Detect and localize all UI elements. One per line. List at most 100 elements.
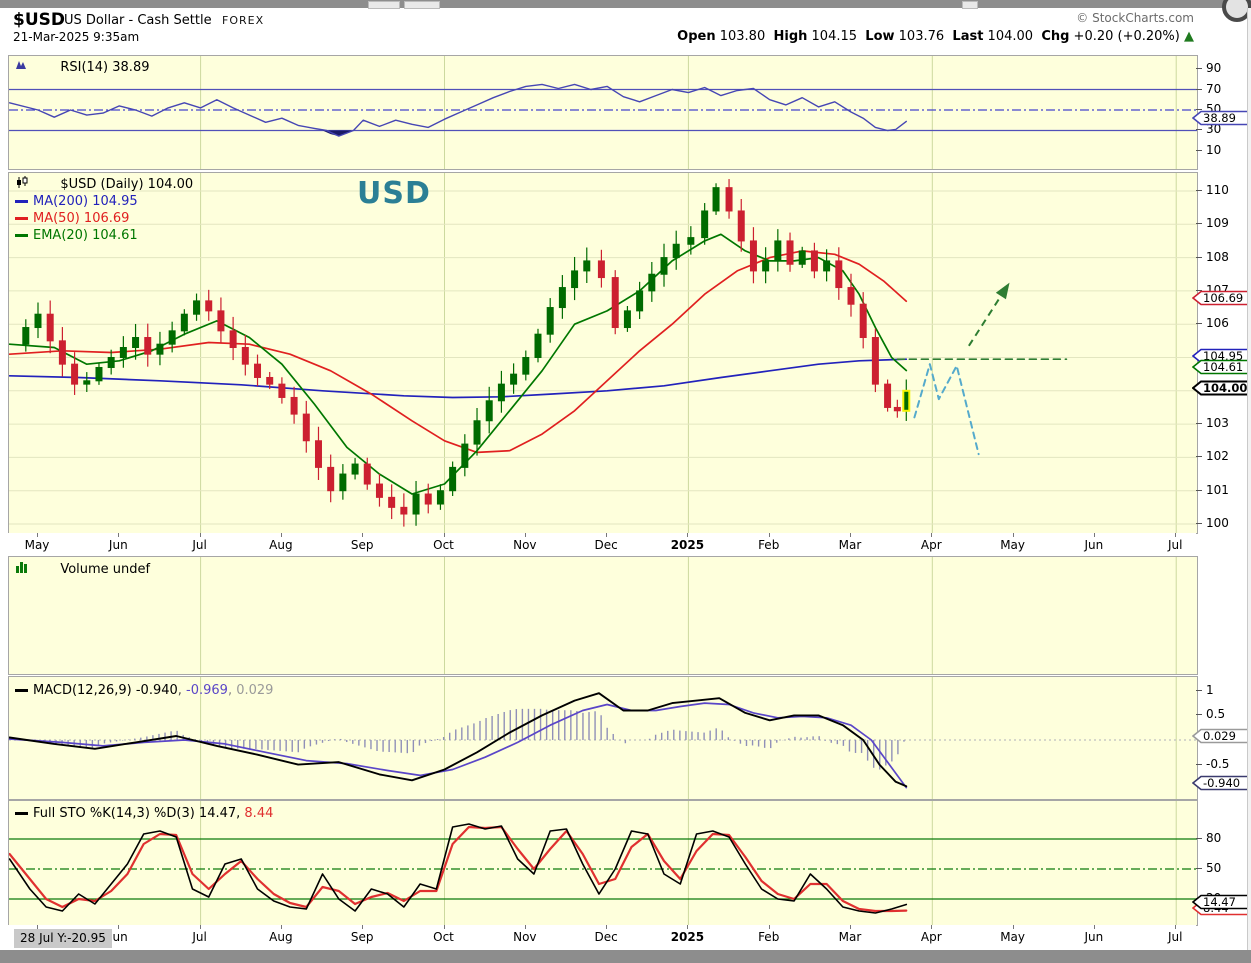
ema20-label: EMA(20) 104.61 bbox=[33, 228, 138, 243]
y-axis-label: 90 bbox=[1206, 61, 1222, 75]
x-axis-tick bbox=[606, 533, 608, 537]
price-tag: 38.89 bbox=[1191, 110, 1250, 130]
rsi-plot bbox=[9, 56, 1197, 169]
y-axis-tick bbox=[1196, 189, 1202, 191]
price-tag: 104.00 bbox=[1191, 380, 1250, 400]
symbol: $USD bbox=[13, 10, 65, 30]
y-axis-tick bbox=[1196, 456, 1202, 458]
y-axis-label: 100 bbox=[1206, 516, 1229, 530]
x-axis-label: Apr bbox=[920, 930, 942, 944]
price-tag: -0.940 bbox=[1191, 775, 1250, 795]
x-axis-tick bbox=[931, 925, 933, 929]
x-axis-tick bbox=[687, 925, 689, 929]
x-axis-label: Jun bbox=[108, 930, 128, 944]
x-axis-label: Aug bbox=[269, 930, 293, 944]
symbol-name: US Dollar - Cash Settle bbox=[64, 13, 212, 28]
y-axis-label: 110 bbox=[1206, 182, 1229, 197]
price-tag: 106.69 bbox=[1191, 290, 1250, 310]
svg-text:104.61: 104.61 bbox=[1203, 360, 1243, 374]
y-axis-label: 10 bbox=[1206, 142, 1222, 157]
x-axis-tick bbox=[199, 533, 201, 537]
x-axis-label: Feb bbox=[758, 930, 780, 944]
svg-text:104.95: 104.95 bbox=[1203, 349, 1243, 363]
window-scrollbar-edge[interactable] bbox=[1247, 8, 1251, 950]
svg-text:-0.940: -0.940 bbox=[1203, 776, 1240, 790]
quote-part: 103.76 bbox=[894, 29, 953, 44]
y-axis-tick bbox=[1196, 129, 1202, 131]
x-axis-label: Jul bbox=[1167, 538, 1183, 552]
x-axis-label: Mar bbox=[838, 930, 862, 944]
x-axis-label: Oct bbox=[433, 538, 454, 552]
legend-part: , bbox=[177, 683, 187, 698]
y-axis-tick bbox=[1196, 88, 1202, 90]
x-axis-tick bbox=[768, 925, 770, 929]
copyright: © StockCharts.com bbox=[1076, 11, 1194, 25]
price-tag: 0.029 bbox=[1191, 728, 1250, 748]
x-axis-label: May bbox=[1000, 930, 1025, 944]
x-axis-tick bbox=[1012, 925, 1014, 929]
x-axis-label: Jul bbox=[192, 930, 207, 944]
x-axis-label: May bbox=[1000, 538, 1025, 552]
y-axis-tick bbox=[1196, 489, 1202, 491]
x-axis-label: Dec bbox=[594, 538, 618, 552]
x-axis-label: Mar bbox=[838, 538, 862, 552]
quote-part: Last bbox=[952, 29, 984, 44]
quote-part: 104.15 bbox=[807, 29, 866, 44]
quote-part: Chg bbox=[1041, 29, 1070, 44]
x-axis-label: Oct bbox=[433, 930, 454, 944]
sto-legend: Full STO %K(14,3) %D(3) 14.47, 8.44 bbox=[33, 806, 273, 821]
legend-part: 8.44 bbox=[240, 806, 274, 821]
x-axis-tick bbox=[1175, 533, 1177, 537]
x-axis-tick bbox=[37, 533, 38, 537]
volume-legend: Volume undef bbox=[60, 562, 151, 577]
window-top-bar bbox=[0, 0, 1251, 9]
x-axis-tick bbox=[280, 533, 282, 537]
x-axis-label: Jul bbox=[1167, 930, 1183, 944]
y-axis-label: -0.5 bbox=[1206, 756, 1230, 771]
x-axis-label: Jun bbox=[108, 538, 128, 552]
svg-text:106.69: 106.69 bbox=[1203, 291, 1243, 305]
y-axis-tick bbox=[1196, 323, 1202, 325]
quote-part: High bbox=[773, 29, 808, 44]
y-axis-tick bbox=[1196, 289, 1202, 291]
x-axis-label: Jun bbox=[1084, 930, 1104, 944]
svg-text:0.029: 0.029 bbox=[1203, 729, 1236, 743]
quote-part: ▲ bbox=[1184, 29, 1194, 44]
quote-part: +0.20 (+0.20%) bbox=[1069, 29, 1184, 44]
x-axis-tick bbox=[362, 925, 364, 929]
x-axis-tick bbox=[443, 925, 445, 929]
x-axis-label: Sep bbox=[350, 538, 374, 552]
rsi-legend: RSI(14) 38.89 bbox=[60, 60, 150, 75]
quote-part: Open bbox=[677, 29, 716, 44]
x-axis-tick bbox=[768, 533, 770, 537]
price-tag: 14.47 bbox=[1191, 894, 1250, 914]
x-axis-label: May bbox=[24, 538, 50, 552]
x-axis-tick bbox=[362, 533, 364, 537]
price-tag: 104.61 bbox=[1191, 359, 1250, 379]
volume-panel: Volume undef bbox=[8, 556, 1198, 675]
y-axis-label: 0.5 bbox=[1206, 707, 1226, 722]
legend-part: 0.029 bbox=[236, 683, 274, 698]
y-axis-tick bbox=[1196, 714, 1202, 716]
x-axis-tick bbox=[1012, 533, 1014, 537]
x-axis-tick bbox=[606, 925, 608, 929]
x-axis-tick bbox=[1093, 533, 1095, 537]
x-axis-label: Aug bbox=[269, 538, 293, 552]
ma200-label: MA(200) 104.95 bbox=[33, 194, 138, 209]
y-axis-tick bbox=[1196, 423, 1202, 425]
x-axis-label: Nov bbox=[513, 930, 537, 944]
price-title: $USD (Daily) 104.00 bbox=[60, 177, 194, 192]
price-plot bbox=[9, 173, 1197, 533]
y-axis-label: 30 bbox=[1206, 122, 1222, 137]
window-bottom-bar bbox=[0, 950, 1251, 963]
x-axis-tick bbox=[37, 925, 38, 929]
y-axis-label: 1 bbox=[1206, 682, 1214, 697]
window-tab-notch bbox=[404, 1, 440, 9]
legend-part: , bbox=[227, 683, 237, 698]
y-axis-label: 106 bbox=[1206, 316, 1229, 331]
x-axis-tick bbox=[199, 925, 201, 929]
quote-part: 104.00 bbox=[983, 29, 1042, 44]
macd-plot bbox=[9, 677, 1197, 799]
crosshair-readout: 28 Jul Y:-20.95 bbox=[14, 929, 112, 948]
x-axis-tick bbox=[443, 533, 445, 537]
